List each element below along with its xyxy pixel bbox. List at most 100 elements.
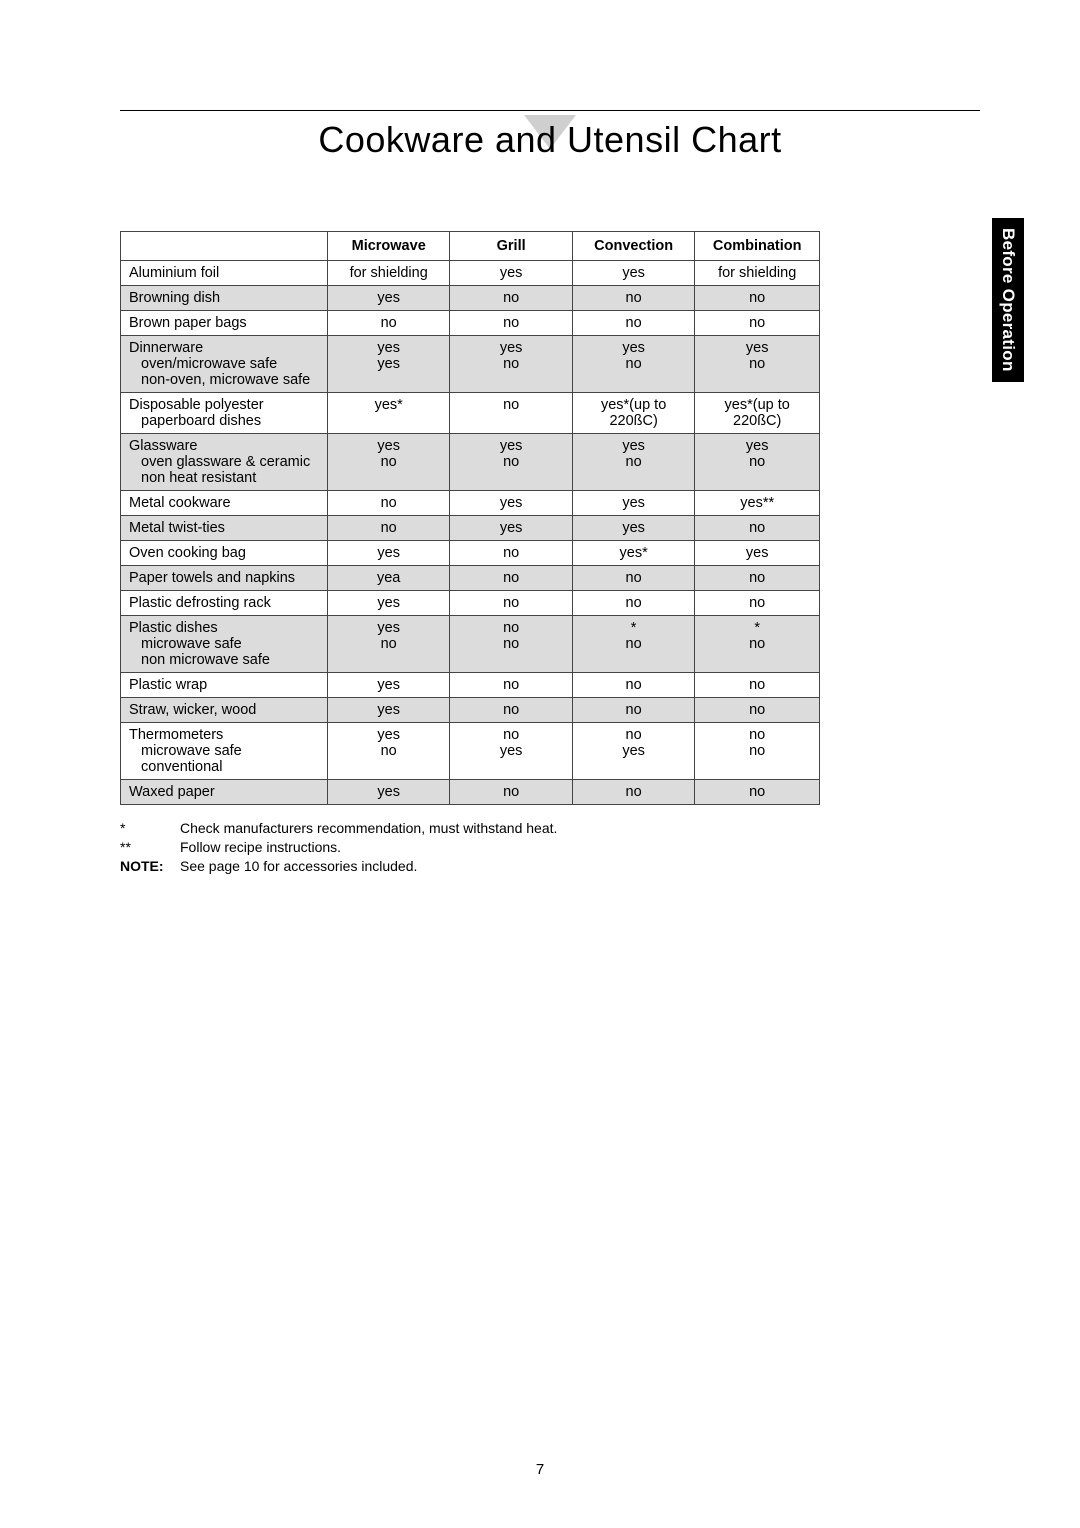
row-label: Oven cooking bag — [121, 541, 328, 566]
cell-value: yesno — [450, 336, 572, 393]
table-row: Metal twist-tiesnoyesyesno — [121, 516, 820, 541]
cell-value: no — [572, 286, 694, 311]
footnote-text: Follow recipe instructions. — [180, 838, 820, 857]
row-label: Dinnerwareoven/microwave safenon-oven, m… — [121, 336, 328, 393]
row-label: Brown paper bags — [121, 311, 328, 336]
cell-value: yes — [327, 541, 449, 566]
cell-value: no — [572, 673, 694, 698]
cell-value: no — [572, 698, 694, 723]
cell-value: yes*(up to 220ßC) — [695, 393, 820, 434]
cell-value: no — [450, 673, 572, 698]
cell-value: yesno — [327, 723, 449, 780]
cell-value: yesyes — [327, 336, 449, 393]
cell-value: yes*(up to 220ßC) — [572, 393, 694, 434]
row-label: Plastic dishesmicrowave safenon microwav… — [121, 616, 328, 673]
row-label: Paper towels and napkins — [121, 566, 328, 591]
table-row: Oven cooking bagyesnoyes*yes — [121, 541, 820, 566]
footnote-row: **Follow recipe instructions. — [120, 838, 820, 857]
page-title: Cookware and Utensil Chart — [318, 119, 781, 160]
cell-value: no — [695, 566, 820, 591]
table-row: Dinnerwareoven/microwave safenon-oven, m… — [121, 336, 820, 393]
cell-value: yes — [327, 591, 449, 616]
cell-value: *no — [572, 616, 694, 673]
cell-value: yes — [695, 541, 820, 566]
cell-value: no — [450, 541, 572, 566]
row-label: Browning dish — [121, 286, 328, 311]
cell-value: yesno — [572, 434, 694, 491]
table-body: Aluminium foilfor shieldingyesyesfor shi… — [121, 261, 820, 805]
title-area: Cookware and Utensil Chart — [120, 119, 980, 161]
table-row: Plastic wrapyesnonono — [121, 673, 820, 698]
cell-value: nono — [450, 616, 572, 673]
table-row: Thermometersmicrowave safeconventionalye… — [121, 723, 820, 780]
page-number: 7 — [0, 1461, 1080, 1478]
row-label: Glasswareoven glassware & ceramicnon hea… — [121, 434, 328, 491]
cell-value: for shielding — [695, 261, 820, 286]
cell-value: yesno — [572, 336, 694, 393]
cell-value: yes* — [327, 393, 449, 434]
footnote-row: *Check manufacturers recommendation, mus… — [120, 819, 820, 838]
col-header-combination: Combination — [695, 232, 820, 261]
cell-value: no — [695, 516, 820, 541]
cell-value: no — [450, 780, 572, 805]
footnote-lead: * — [120, 819, 180, 838]
cell-value: no — [450, 393, 572, 434]
header-row: Microwave Grill Convection Combination — [121, 232, 820, 261]
cell-value: no — [450, 286, 572, 311]
cell-value: no — [695, 311, 820, 336]
cell-value: no — [695, 698, 820, 723]
cell-value: no — [450, 591, 572, 616]
cookware-table: Microwave Grill Convection Combination A… — [120, 231, 820, 805]
table-row: Metal cookwarenoyesyesyes** — [121, 491, 820, 516]
cell-value: no — [695, 286, 820, 311]
table-row: Brown paper bagsnononono — [121, 311, 820, 336]
footnote-row: NOTE:See page 10 for accessories include… — [120, 857, 820, 876]
cell-value: yes* — [572, 541, 694, 566]
cell-value: yes** — [695, 491, 820, 516]
cell-value: no — [450, 311, 572, 336]
cell-value: no — [695, 673, 820, 698]
table-row: Plastic defrosting rackyesnonono — [121, 591, 820, 616]
cell-value: no — [327, 311, 449, 336]
col-header-grill: Grill — [450, 232, 572, 261]
cell-value: no — [327, 516, 449, 541]
row-label: Thermometersmicrowave safeconventional — [121, 723, 328, 780]
table-head: Microwave Grill Convection Combination — [121, 232, 820, 261]
cell-value: yes — [572, 516, 694, 541]
cell-value: no — [572, 591, 694, 616]
cell-value: yes — [327, 286, 449, 311]
row-label: Plastic defrosting rack — [121, 591, 328, 616]
top-rule — [120, 110, 980, 111]
cell-value: yes — [327, 780, 449, 805]
cell-value: no — [695, 780, 820, 805]
row-label: Straw, wicker, wood — [121, 698, 328, 723]
cell-value: yesno — [695, 336, 820, 393]
footnote-lead: NOTE: — [120, 857, 180, 876]
table-row: Waxed paperyesnonono — [121, 780, 820, 805]
row-label: Disposable polyesterpaperboard dishes — [121, 393, 328, 434]
table-row: Straw, wicker, woodyesnonono — [121, 698, 820, 723]
footnote-text: See page 10 for accessories included. — [180, 857, 820, 876]
footnote-lead: ** — [120, 838, 180, 857]
cell-value: noyes — [450, 723, 572, 780]
col-header-convection: Convection — [572, 232, 694, 261]
footnote-text: Check manufacturers recommendation, must… — [180, 819, 820, 838]
table-row: Glasswareoven glassware & ceramicnon hea… — [121, 434, 820, 491]
cell-value: yes — [327, 673, 449, 698]
row-label: Metal twist-ties — [121, 516, 328, 541]
cell-value: yes — [450, 261, 572, 286]
cell-value: yesno — [450, 434, 572, 491]
cell-value: nono — [695, 723, 820, 780]
cell-value: yes — [572, 491, 694, 516]
cell-value: yesno — [327, 616, 449, 673]
row-label: Aluminium foil — [121, 261, 328, 286]
cell-value: no — [695, 591, 820, 616]
cell-value: yesno — [327, 434, 449, 491]
cell-value: no — [572, 780, 694, 805]
row-label: Metal cookware — [121, 491, 328, 516]
cell-value: yes — [327, 698, 449, 723]
cell-value: no — [572, 566, 694, 591]
cell-value: no — [450, 566, 572, 591]
cell-value: yes — [572, 261, 694, 286]
cell-value: yes — [450, 516, 572, 541]
